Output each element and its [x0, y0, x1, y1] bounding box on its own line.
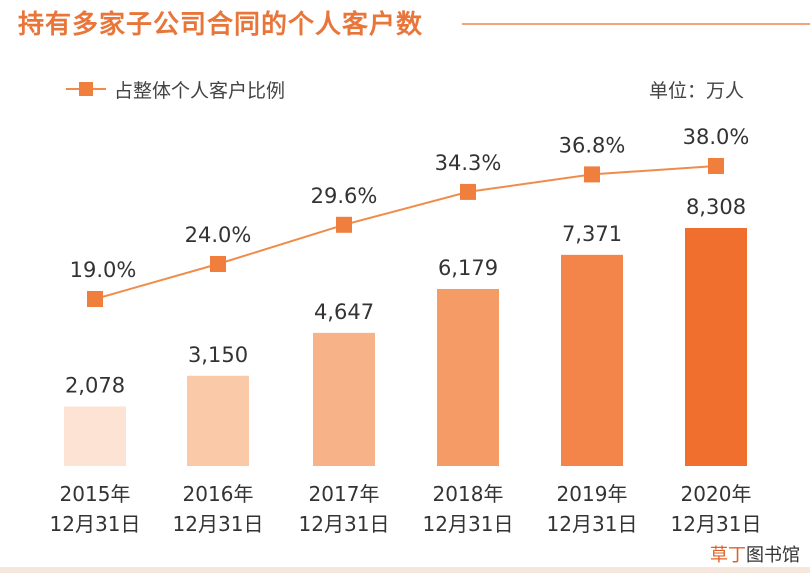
- unit-label: 单位：万人: [648, 80, 744, 102]
- bar-1: [187, 375, 249, 466]
- legend: 占整体个人客户比例: [66, 74, 285, 104]
- ratio-line: [94, 165, 717, 300]
- ratio-marker-0: [87, 291, 103, 307]
- ratio-value-label-3: 34.3%: [435, 151, 502, 175]
- bar-3: [437, 288, 499, 466]
- ratio-value-label-5: 38.0%: [683, 125, 750, 149]
- bar-value-label-1: 3,150: [188, 343, 248, 367]
- ratio-value-label-4: 36.8%: [559, 133, 626, 157]
- category-label-3-1: 12月31日: [423, 512, 514, 536]
- ratio-marker-1: [210, 256, 226, 272]
- bar-0: [64, 406, 126, 466]
- bar-value-label-3: 6,179: [438, 256, 498, 280]
- bar-2: [313, 332, 375, 466]
- bar-4: [561, 254, 623, 466]
- bar-value-label-2: 4,647: [314, 300, 374, 324]
- bar-value-label-5: 8,308: [686, 195, 746, 219]
- category-label-2-1: 12月31日: [299, 512, 390, 536]
- category-label-0-1: 12月31日: [50, 512, 141, 536]
- ratio-marker-2: [336, 216, 352, 233]
- title-divider: [462, 23, 810, 25]
- watermark: 草丁图书馆: [708, 541, 802, 567]
- category-label-5-1: 12月31日: [671, 512, 762, 536]
- category-label-3-0: 2018年: [433, 482, 504, 506]
- category-label-1-1: 12月31日: [173, 512, 264, 536]
- category-label-1-0: 2016年: [183, 482, 254, 506]
- category-label-4-0: 2019年: [557, 482, 628, 506]
- bar-value-label-0: 2,078: [65, 373, 125, 397]
- category-label-4-1: 12月31日: [547, 512, 638, 536]
- legend-line-marker: [66, 74, 106, 104]
- ratio-marker-4: [584, 166, 600, 183]
- bottom-strip: [0, 567, 810, 573]
- bar-5: [685, 228, 747, 466]
- bar-value-label-4: 7,371: [562, 222, 622, 246]
- category-label-2-0: 2017年: [309, 482, 380, 506]
- chart-title: 持有多家子公司合同的个人客户数: [18, 10, 424, 40]
- ratio-value-label-2: 29.6%: [311, 184, 378, 208]
- category-label-5-0: 2020年: [681, 482, 752, 506]
- category-label-0-0: 2015年: [60, 482, 131, 506]
- ratio-marker-3: [460, 183, 476, 200]
- ratio-marker-5: [708, 158, 724, 174]
- ratio-value-label-0: 19.0%: [70, 258, 137, 282]
- legend-label: 占整体个人客户比例: [114, 79, 286, 102]
- ratio-value-label-1: 24.0%: [185, 223, 252, 247]
